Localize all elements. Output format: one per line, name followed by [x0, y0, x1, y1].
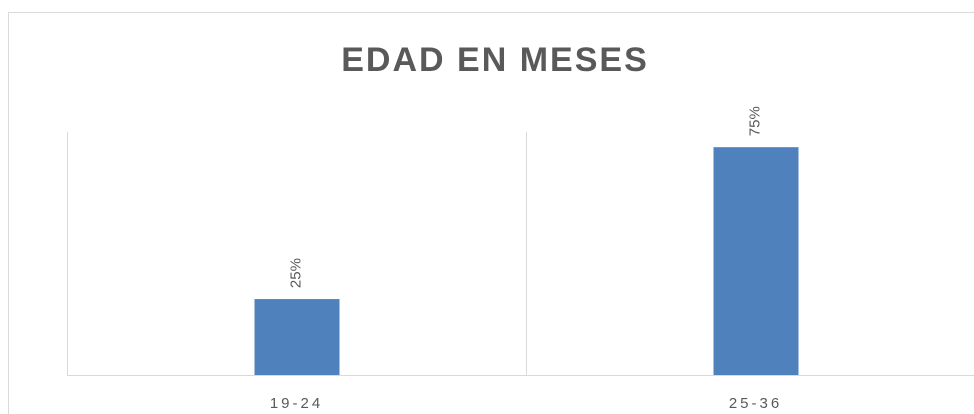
bar — [713, 147, 799, 375]
x-tick-label: 19-24 — [270, 395, 323, 412]
x-tick-label: 25-36 — [729, 395, 782, 412]
bar — [254, 299, 340, 375]
chart-border — [8, 12, 974, 414]
data-label: 25% — [287, 258, 304, 288]
data-label: 75% — [746, 106, 763, 136]
chart-title: EDAD EN MESES — [341, 41, 649, 79]
